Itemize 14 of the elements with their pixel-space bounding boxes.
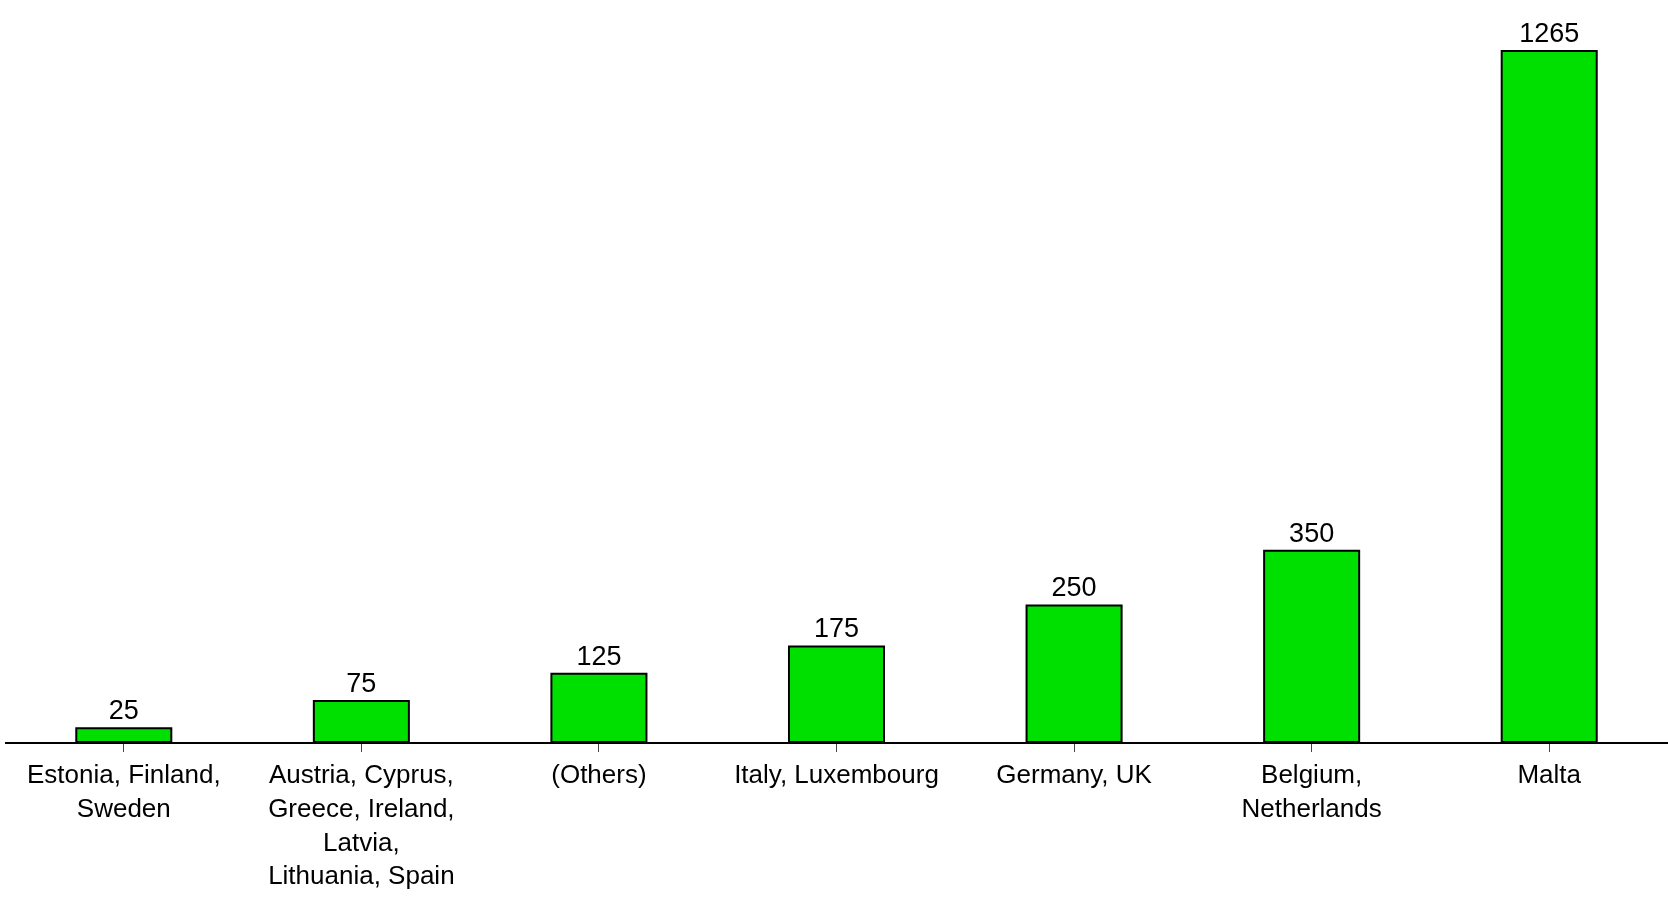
x-tick-label: Belgium, Netherlands bbox=[1241, 758, 1382, 823]
x-tick-label: Italy, Luxembourg bbox=[734, 758, 939, 789]
data-label: 175 bbox=[813, 613, 860, 644]
x-tick-label: Germany, UK bbox=[996, 758, 1153, 789]
x-tick-label: Malta bbox=[1517, 758, 1582, 789]
data-label: 350 bbox=[1289, 517, 1335, 548]
data-label: 125 bbox=[576, 640, 622, 671]
x-tick-label: (Others) bbox=[551, 758, 647, 789]
data-label: 75 bbox=[346, 668, 377, 699]
x-tick-label: Estonia, Finland, Sweden bbox=[26, 758, 221, 823]
data-label: 1265 bbox=[1519, 18, 1580, 49]
data-label: 25 bbox=[108, 695, 139, 726]
data-label: 250 bbox=[1051, 572, 1097, 603]
x-tick-label: Austria, Cyprus, Greece, Ireland, Latvia, Lithuania, Spain bbox=[268, 758, 455, 891]
